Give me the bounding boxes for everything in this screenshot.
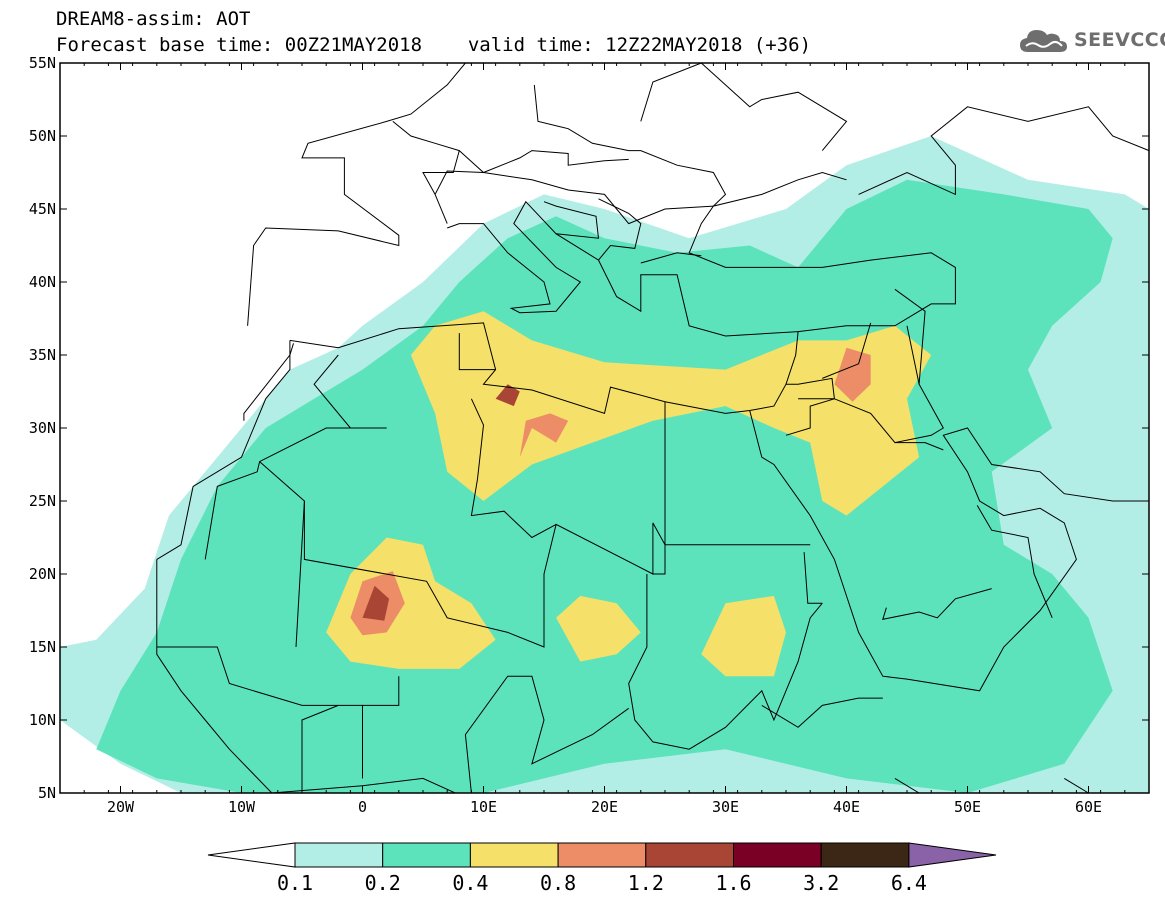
border-line (470, 398, 557, 539)
lat-tick-label: 30N (29, 419, 56, 437)
aot-contours (60, 136, 1149, 793)
border-line (243, 343, 294, 421)
border-line (301, 704, 339, 793)
border-line (156, 559, 273, 793)
lon-tick-label: 0 (358, 798, 367, 816)
border-line (894, 777, 945, 793)
base-time-label: Forecast base time: (56, 34, 274, 56)
border-line (295, 500, 305, 648)
border-line (392, 121, 460, 195)
border-line (204, 427, 351, 560)
border-line (822, 322, 872, 379)
border-line (271, 777, 457, 793)
lat-tick-label: 15N (29, 638, 56, 656)
colorbar-box (645, 842, 734, 868)
colorbar-label: 1.6 (715, 871, 751, 895)
border-line (313, 354, 387, 429)
border-line (761, 697, 883, 728)
border-line (247, 63, 466, 326)
border-line (640, 252, 702, 264)
colorbar-box (469, 842, 559, 868)
border-line (688, 171, 956, 333)
logo-text: SEEVCCC (1074, 29, 1165, 51)
aot-0.4-d-area (556, 595, 641, 662)
aot-0.8-c-area (519, 413, 569, 458)
border-line (628, 574, 823, 750)
border-line (786, 325, 944, 444)
border-line (749, 410, 1149, 692)
border-line (434, 170, 714, 225)
colorbar-low-triangle (207, 842, 296, 868)
colorbar-label: 0.4 (452, 871, 488, 895)
border-line (464, 675, 629, 793)
lat-tick-label: 45N (29, 200, 56, 218)
border-line (976, 505, 1053, 618)
cloud-logo-icon (1020, 30, 1067, 52)
lon-tick-label: 30E (712, 798, 739, 816)
colorbar-high-triangle (908, 842, 997, 868)
map-title: DREAM8-assim: AOT (56, 8, 251, 30)
border-line (803, 552, 823, 604)
colorbar-label: 1.2 (628, 871, 664, 895)
border-line (882, 588, 992, 620)
border-line (543, 201, 600, 239)
lon-tick-label: 40E (833, 798, 860, 816)
valid-time-label: valid time: (467, 34, 594, 56)
colorbar-label: 6.4 (891, 871, 927, 895)
border-line (894, 442, 944, 451)
base-time-value: 00Z21MAY2018 (284, 34, 423, 56)
colorbar-box (294, 842, 384, 868)
lat-tick-label: 10N (29, 711, 56, 729)
border-line (156, 340, 291, 560)
border-line (533, 84, 727, 207)
country-borders (156, 63, 1149, 793)
colorbar-label: 0.1 (277, 871, 313, 895)
aot-0.4-b-area (326, 537, 496, 669)
lon-tick-label: 50E (954, 798, 981, 816)
aot-1.2-a-area (362, 585, 390, 621)
colorbar-label: 3.2 (803, 871, 839, 895)
lat-tick-label: 20N (29, 565, 56, 583)
border-line (458, 333, 496, 371)
border-line (652, 401, 666, 575)
border-line (458, 150, 629, 174)
valid-time-value: 12Z22MAY2018 (+36) (605, 34, 812, 56)
colorbar: 0.1 0.2 0.4 0.8 1.2 1.6 3.2 6.4 (207, 842, 997, 895)
lat-tick-label: 5N (38, 784, 56, 802)
time-info: Forecast base time: 00Z21MAY2018 valid t… (56, 34, 811, 56)
aot-1.2-b-area (495, 384, 520, 407)
lat-tick-label: 25N (29, 492, 56, 510)
border-line (858, 106, 1149, 196)
lon-tick-label: 20W (107, 798, 135, 816)
colorbar-box (382, 842, 471, 868)
seevccc-logo: SEEVCCC (1018, 26, 1165, 56)
lon-tick-label: 10E (470, 798, 497, 816)
lat-tick-label: 35N (29, 346, 56, 364)
lon-tick-label: 60E (1075, 798, 1102, 816)
colorbar-box (733, 842, 822, 868)
aot-0.4-a-area (410, 311, 932, 516)
aot-0.8-b-area (834, 347, 871, 402)
lat-tick-label: 40N (29, 273, 56, 291)
border-line (640, 63, 848, 151)
aot-0.4-c-area (701, 595, 786, 677)
colorbar-box (557, 842, 647, 868)
border-line (598, 198, 642, 261)
lon-tick-label: 10W (228, 798, 256, 816)
colorbar-box (820, 842, 910, 868)
colorbar-label: 0.8 (540, 871, 576, 895)
border-line (894, 288, 926, 385)
border-line (289, 200, 799, 415)
lat-tick-label: 55N (29, 54, 56, 72)
border-line (785, 398, 835, 436)
lon-tick-label: 20E (591, 798, 618, 816)
lat-tick-label: 50N (29, 127, 56, 145)
colorbar-label: 0.2 (365, 871, 401, 895)
border-line (156, 646, 363, 706)
axis-ticks: 20W 10W 0 10E 20E 30E 40E 50E 60E 55N 50N 45N 40N 35N… (29, 54, 1150, 816)
border-line (362, 676, 400, 779)
border-line (259, 461, 811, 648)
border-line (1064, 777, 1137, 793)
